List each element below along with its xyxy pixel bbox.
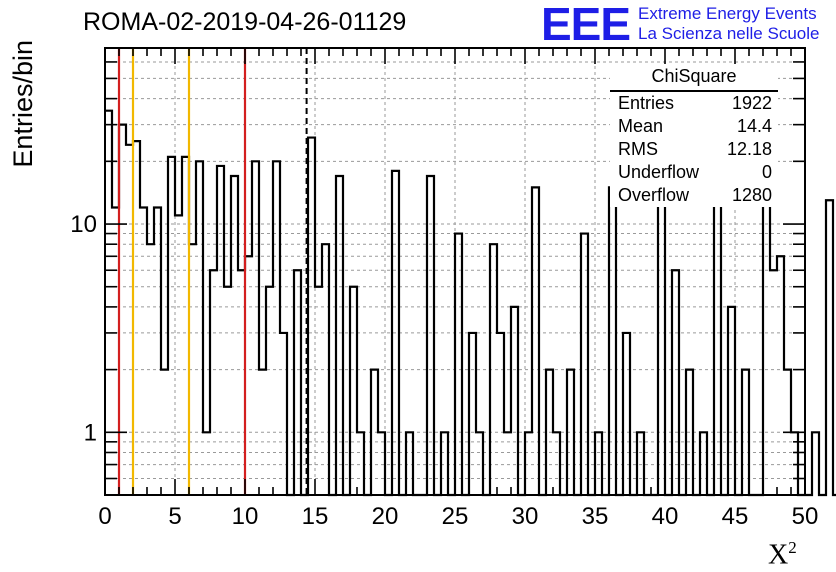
x-tick-label: 40 [652,503,679,530]
stats-title: ChiSquare [610,64,778,92]
stats-row-overflow: Overflow 1280 [618,185,772,205]
stats-row-underflow: Underflow 0 [618,162,772,182]
x-tick-label: 35 [582,503,609,530]
stats-box: ChiSquare Entries 1922 Mean 14.4 RMS 12.18 … [610,64,778,207]
x-tick-label: 10 [232,503,259,530]
y-tick-label: 1 [84,419,97,446]
y-tick-label: 10 [70,211,97,238]
logo-subtitle-1: Extreme Energy Events [638,4,817,23]
x-tick-label: 25 [442,503,469,530]
logo-subtitle-2: La Scienza nelle Scuole [638,24,820,43]
stats-row-mean: Mean 14.4 [618,116,772,136]
x-tick-label: 0 [98,503,111,530]
x-tick-label: 15 [302,503,329,530]
x-tick-label: 30 [512,503,539,530]
eee-logo: EEE [541,0,631,50]
x-tick-label: 45 [722,503,749,530]
x-tick-label: 50 [792,503,819,530]
chart-title: ROMA-02-2019-04-26-01129 [83,8,407,36]
x-tick-label: 5 [168,503,181,530]
x-axis-label: X2 [768,538,797,571]
y-axis-label: Entries/bin [8,40,38,168]
stats-row-rms: RMS 12.18 [618,139,772,159]
x-tick-label: 20 [372,503,399,530]
stats-row-entries: Entries 1922 [618,93,772,113]
